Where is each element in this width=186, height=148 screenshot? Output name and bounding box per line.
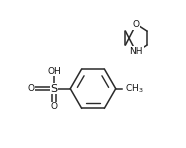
Text: O: O — [28, 84, 35, 93]
Text: O: O — [133, 20, 140, 29]
Text: OH: OH — [47, 67, 61, 76]
Text: CH$_3$: CH$_3$ — [125, 82, 144, 95]
Text: O: O — [51, 102, 58, 111]
Text: S: S — [51, 84, 58, 94]
Text: NH: NH — [129, 47, 143, 56]
